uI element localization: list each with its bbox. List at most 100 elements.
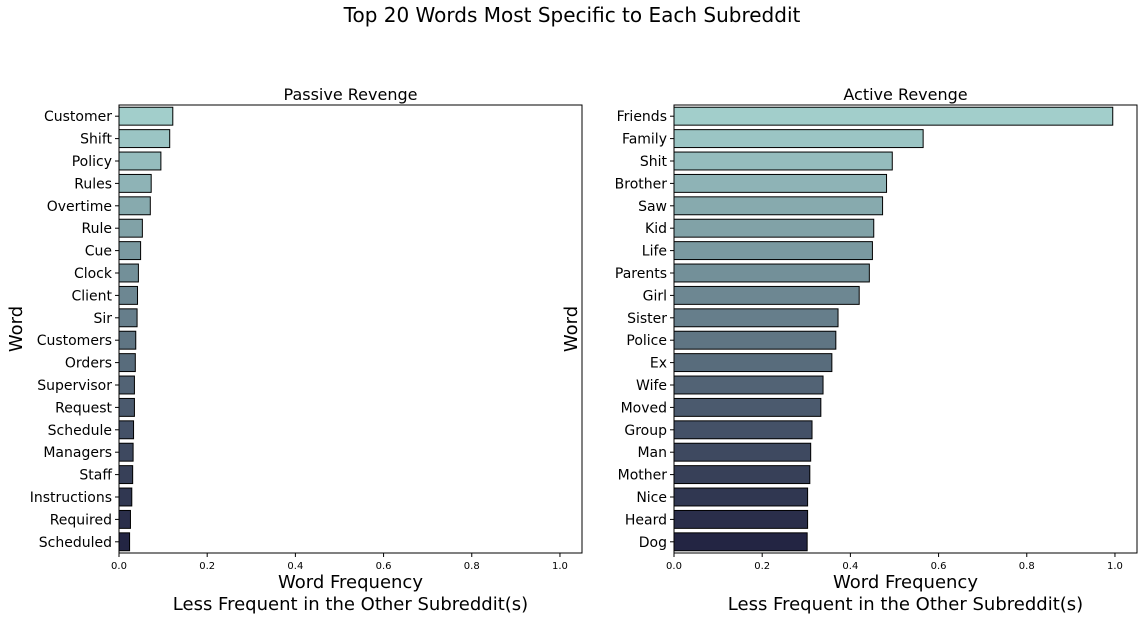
x-tick-label: 0.8 (1019, 561, 1035, 572)
x-tick-label: 0.0 (111, 561, 127, 572)
bar-life (673, 241, 873, 261)
bar-customers (118, 330, 137, 350)
bar-police (673, 330, 837, 350)
y-tick-label: Policy (72, 154, 112, 170)
x-tick-label: 0.6 (376, 561, 392, 572)
y-tick-label: Clock (74, 266, 113, 282)
bar-heard (673, 509, 809, 529)
x-tick-label: 0.8 (464, 561, 480, 572)
y-tick-label: Ex (650, 356, 667, 372)
x-tick-label: 1.0 (552, 561, 568, 572)
bar-sir (118, 308, 138, 328)
bar-shit (673, 151, 893, 171)
y-tick-label: Heard (625, 512, 667, 528)
y-tick-label: Rule (82, 221, 112, 237)
y-tick-label: Client (71, 288, 112, 304)
bar-managers (118, 442, 134, 462)
y-tick-label: Instructions (30, 490, 112, 506)
figure-suptitle: Top 20 Words Most Specific to Each Subre… (343, 3, 801, 27)
x-tick-label: 0.6 (931, 561, 947, 572)
chart-passive-revenge: Passive Revenge Customer Shift Policy Rules O… (6, 85, 583, 615)
bar-cue (118, 241, 142, 261)
y-tick-label: Life (642, 244, 667, 260)
y-tick-label: Dog (639, 535, 667, 551)
y-tick-label: Moved (621, 400, 667, 416)
y-tick-label: Nice (636, 490, 667, 506)
y-tick-label: Rules (74, 176, 112, 192)
bar-man (673, 442, 812, 462)
y-tick-label: Saw (638, 199, 667, 215)
bar-request (118, 397, 135, 417)
chart-title: Active Revenge (843, 85, 967, 104)
bar-brother (673, 173, 888, 193)
bar-saw (673, 196, 884, 216)
x-axis-label: Word Frequency Less Frequent in the Other… (173, 572, 528, 615)
y-tick-label: Required (50, 512, 112, 528)
x-tick-label: 1.0 (1107, 561, 1123, 572)
bar-ex (673, 353, 833, 373)
y-tick-label: Family (622, 132, 667, 148)
bar-group (673, 420, 813, 440)
bar-moved (673, 397, 822, 417)
bar-clock (118, 263, 139, 283)
bar-kid (673, 218, 875, 238)
bar-nice (673, 487, 809, 507)
chart-active-revenge: Active Revenge Friends Family Shit Brother Sa… (561, 85, 1138, 615)
y-tick-label: Cue (85, 244, 112, 260)
y-tick-label: Overtime (47, 199, 112, 215)
y-tick-label: Group (624, 423, 667, 439)
y-tick-label: Girl (643, 288, 667, 304)
bar-policy (118, 151, 162, 171)
y-tick-label: Wife (636, 378, 667, 394)
y-tick-label: Mother (618, 468, 668, 484)
y-tick-label: Kid (645, 221, 667, 237)
y-tick-label: Staff (79, 468, 112, 484)
bar-orders (118, 353, 136, 373)
bar-friends (673, 106, 1114, 126)
x-axis-label: Word Frequency Less Frequent in the Other… (728, 572, 1083, 615)
bar-sister (673, 308, 839, 328)
x-tick-label: 0.4 (287, 561, 303, 572)
y-axis-label: Word (6, 306, 27, 352)
y-tick-label: Schedule (48, 423, 112, 439)
x-tick-label: 0.2 (199, 561, 215, 572)
bar-schedule (118, 420, 135, 440)
bar-overtime (118, 196, 151, 216)
y-tick-label: Orders (65, 356, 112, 372)
bar-parents (673, 263, 870, 283)
x-tick-label: 0.2 (754, 561, 770, 572)
bar-family (673, 129, 924, 149)
bar-rule (118, 218, 143, 238)
bar-customer (118, 106, 174, 126)
y-tick-label: Sir (93, 311, 112, 327)
y-tick-label: Parents (615, 266, 667, 282)
bar-shift (118, 129, 171, 149)
bar-mother (673, 465, 811, 485)
y-tick-label: Customers (37, 333, 112, 349)
axes-frame (673, 104, 1138, 554)
bar-supervisor (118, 375, 135, 395)
bar-wife (673, 375, 824, 395)
y-tick-label: Request (55, 400, 112, 416)
bar-dog (673, 532, 808, 552)
axes-frame (118, 104, 583, 554)
x-tick-label: 0.4 (842, 561, 858, 572)
y-tick-label: Police (626, 333, 667, 349)
bar-girl (673, 285, 860, 305)
y-tick-label: Man (637, 445, 667, 461)
x-tick-label: 0.0 (666, 561, 682, 572)
y-tick-label: Managers (43, 445, 112, 461)
bar-instructions (118, 487, 133, 507)
y-tick-label: Supervisor (37, 378, 112, 394)
y-tick-label: Brother (615, 176, 668, 192)
y-tick-label: Sister (627, 311, 667, 327)
chart-title: Passive Revenge (284, 85, 418, 104)
y-tick-label: Shift (80, 132, 112, 148)
bar-client (118, 285, 139, 305)
bar-rules (118, 173, 152, 193)
bar-required (118, 509, 131, 529)
bar-staff (118, 465, 134, 485)
bar-scheduled (118, 532, 131, 552)
y-tick-label: Customer (44, 109, 112, 125)
